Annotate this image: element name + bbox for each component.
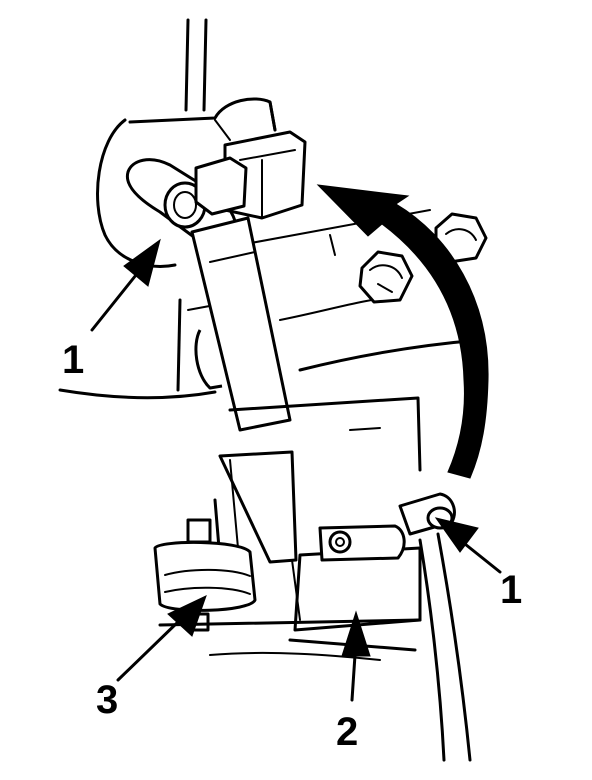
callout-label-lower-left: 3 bbox=[96, 678, 119, 722]
callout-label-right: 1 bbox=[500, 568, 523, 612]
hex-bolt-center bbox=[358, 250, 414, 304]
adjustment-arm bbox=[190, 216, 292, 432]
callout-arrow-upper-left bbox=[90, 238, 161, 332]
callout-arrow-right bbox=[434, 517, 502, 574]
callout-arrow-lower-left bbox=[116, 595, 207, 682]
nut-block bbox=[194, 130, 307, 220]
rotation-arrow bbox=[316, 184, 489, 479]
callout-label-bottom: 2 bbox=[336, 710, 359, 754]
callout-label-upper-left: 1 bbox=[62, 338, 85, 382]
callout-arrow-bottom bbox=[341, 610, 371, 702]
top-rod bbox=[184, 18, 208, 112]
clamp bbox=[318, 524, 406, 562]
